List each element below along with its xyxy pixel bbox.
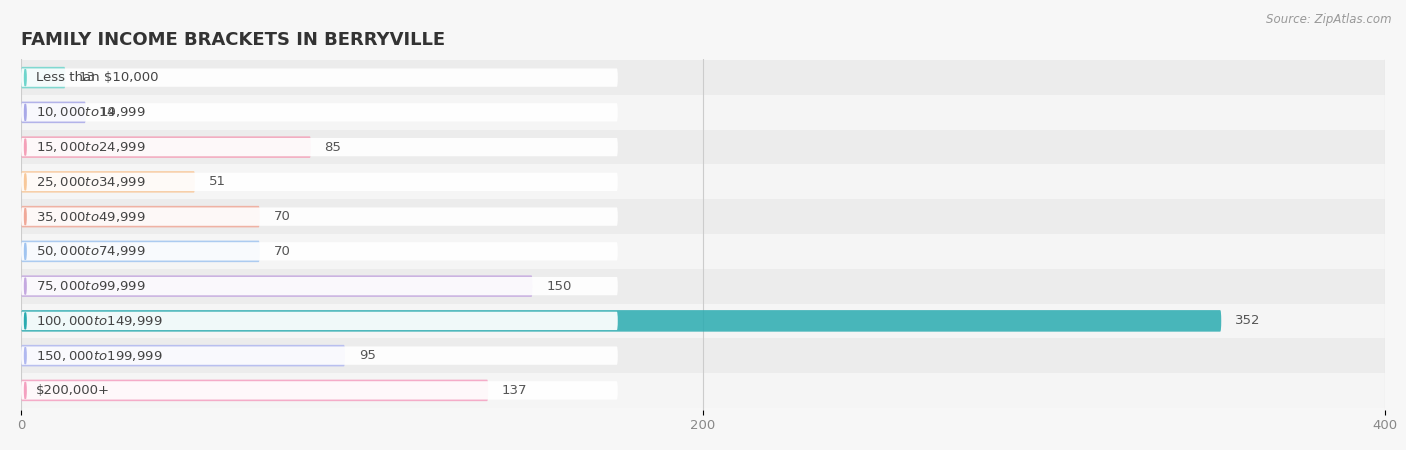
FancyBboxPatch shape (21, 206, 260, 227)
Text: $200,000+: $200,000+ (37, 384, 110, 397)
FancyBboxPatch shape (21, 269, 1385, 303)
Text: FAMILY INCOME BRACKETS IN BERRYVILLE: FAMILY INCOME BRACKETS IN BERRYVILLE (21, 31, 446, 49)
Text: 150: 150 (546, 279, 571, 292)
Text: 137: 137 (502, 384, 527, 397)
Text: 19: 19 (100, 106, 117, 119)
FancyBboxPatch shape (21, 103, 617, 122)
FancyBboxPatch shape (21, 373, 1385, 408)
Text: 13: 13 (79, 71, 96, 84)
FancyBboxPatch shape (21, 275, 533, 297)
FancyBboxPatch shape (21, 338, 1385, 373)
Text: 70: 70 (273, 210, 290, 223)
Text: $35,000 to $49,999: $35,000 to $49,999 (37, 210, 146, 224)
FancyBboxPatch shape (21, 207, 617, 226)
Text: $25,000 to $34,999: $25,000 to $34,999 (37, 175, 146, 189)
FancyBboxPatch shape (21, 242, 617, 261)
Text: Less than $10,000: Less than $10,000 (37, 71, 159, 84)
Circle shape (24, 278, 27, 294)
FancyBboxPatch shape (21, 138, 617, 156)
FancyBboxPatch shape (21, 60, 1385, 95)
Circle shape (24, 174, 27, 190)
FancyBboxPatch shape (21, 165, 1385, 199)
FancyBboxPatch shape (21, 346, 617, 365)
Circle shape (24, 139, 27, 155)
Circle shape (24, 382, 27, 399)
FancyBboxPatch shape (21, 199, 1385, 234)
Circle shape (24, 313, 27, 329)
Circle shape (24, 243, 27, 260)
Text: $50,000 to $74,999: $50,000 to $74,999 (37, 244, 146, 258)
Text: $15,000 to $24,999: $15,000 to $24,999 (37, 140, 146, 154)
FancyBboxPatch shape (21, 345, 344, 366)
Text: $10,000 to $14,999: $10,000 to $14,999 (37, 105, 146, 119)
Text: $100,000 to $149,999: $100,000 to $149,999 (37, 314, 163, 328)
FancyBboxPatch shape (21, 173, 617, 191)
Text: 95: 95 (359, 349, 375, 362)
Text: $75,000 to $99,999: $75,000 to $99,999 (37, 279, 146, 293)
Circle shape (24, 69, 27, 86)
Text: 85: 85 (325, 140, 342, 153)
FancyBboxPatch shape (21, 380, 488, 401)
Circle shape (24, 347, 27, 364)
Text: Source: ZipAtlas.com: Source: ZipAtlas.com (1267, 14, 1392, 27)
FancyBboxPatch shape (21, 136, 311, 158)
Circle shape (24, 104, 27, 121)
FancyBboxPatch shape (21, 303, 1385, 338)
FancyBboxPatch shape (21, 381, 617, 400)
FancyBboxPatch shape (21, 310, 1222, 332)
Text: 352: 352 (1234, 315, 1260, 328)
FancyBboxPatch shape (21, 234, 1385, 269)
Text: $150,000 to $199,999: $150,000 to $199,999 (37, 349, 163, 363)
Circle shape (24, 208, 27, 225)
FancyBboxPatch shape (21, 95, 1385, 130)
FancyBboxPatch shape (21, 241, 260, 262)
FancyBboxPatch shape (21, 277, 617, 295)
FancyBboxPatch shape (21, 67, 66, 88)
FancyBboxPatch shape (21, 102, 86, 123)
FancyBboxPatch shape (21, 68, 617, 87)
FancyBboxPatch shape (21, 171, 195, 193)
Text: 51: 51 (208, 176, 225, 189)
FancyBboxPatch shape (21, 130, 1385, 165)
Text: 70: 70 (273, 245, 290, 258)
FancyBboxPatch shape (21, 312, 617, 330)
